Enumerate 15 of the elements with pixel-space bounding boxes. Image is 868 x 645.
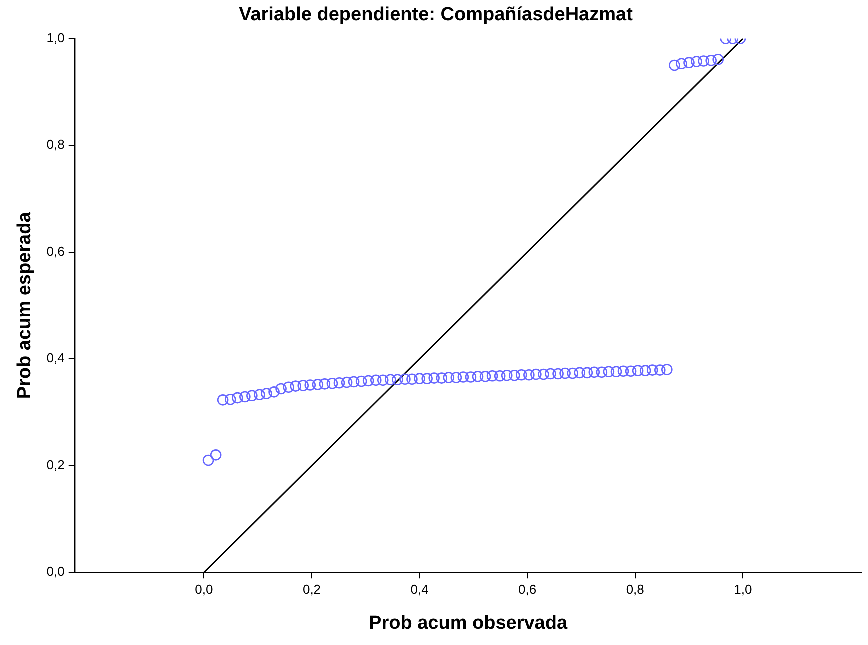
y-tick-label: 0,8: [46, 137, 65, 152]
x-tick-label: 0,0: [195, 582, 214, 597]
y-tick-label: 1,0: [46, 30, 65, 46]
chart-title: Variable dependiente: CompañíasdeHazmat: [239, 4, 634, 26]
y-tick-label: 0,6: [46, 244, 65, 259]
y-tick-label: 0,2: [46, 457, 65, 472]
y-tick-label: 0,0: [46, 564, 65, 580]
x-tick-label: 0,4: [410, 582, 429, 597]
x-axis-title: Prob acum observada: [369, 612, 568, 634]
y-axis-title: Prob acum esperada: [14, 212, 36, 400]
y-tick-label: 0,4: [46, 350, 65, 366]
x-tick-label: 1,0: [734, 582, 752, 597]
x-tick-label: 0,6: [518, 582, 537, 597]
x-tick-label: 0,2: [302, 582, 322, 597]
x-tick-label: 0,8: [626, 582, 644, 597]
